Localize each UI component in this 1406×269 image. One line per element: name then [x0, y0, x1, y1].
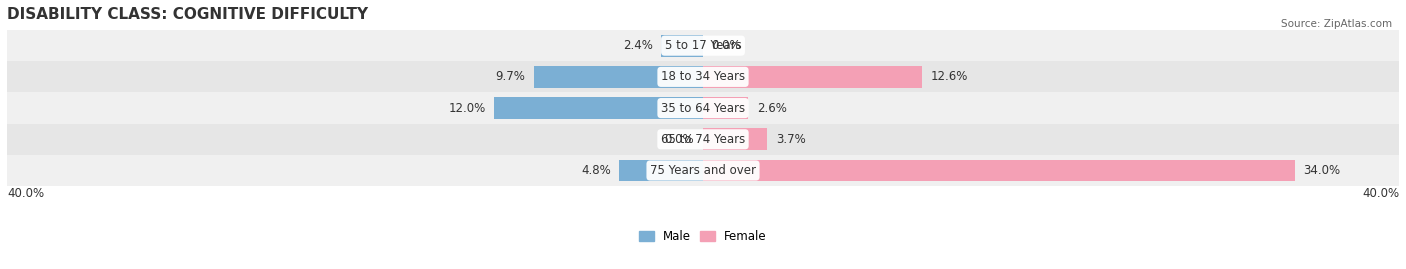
Bar — [7, 124, 1399, 155]
Bar — [7, 61, 1399, 93]
Text: 40.0%: 40.0% — [1362, 187, 1399, 200]
Text: 2.6%: 2.6% — [756, 102, 787, 115]
Legend: Male, Female: Male, Female — [634, 225, 772, 247]
Bar — [7, 30, 1399, 61]
Bar — [7, 93, 1399, 124]
Text: 12.6%: 12.6% — [931, 70, 969, 83]
Text: 9.7%: 9.7% — [496, 70, 526, 83]
Text: 5 to 17 Years: 5 to 17 Years — [665, 39, 741, 52]
Text: 2.4%: 2.4% — [623, 39, 652, 52]
Text: Source: ZipAtlas.com: Source: ZipAtlas.com — [1281, 19, 1392, 29]
Bar — [494, 97, 703, 119]
Text: 4.8%: 4.8% — [581, 164, 610, 177]
Bar — [534, 66, 703, 88]
Text: 3.7%: 3.7% — [776, 133, 806, 146]
Bar — [703, 97, 748, 119]
Text: 40.0%: 40.0% — [7, 187, 44, 200]
Text: 0.0%: 0.0% — [665, 133, 695, 146]
Text: 35 to 64 Years: 35 to 64 Years — [661, 102, 745, 115]
Bar — [7, 155, 1399, 186]
Bar — [703, 66, 922, 88]
Text: 75 Years and over: 75 Years and over — [650, 164, 756, 177]
Bar — [661, 35, 703, 56]
Text: 34.0%: 34.0% — [1303, 164, 1340, 177]
Text: DISABILITY CLASS: COGNITIVE DIFFICULTY: DISABILITY CLASS: COGNITIVE DIFFICULTY — [7, 7, 368, 22]
Text: 0.0%: 0.0% — [711, 39, 741, 52]
Bar — [703, 128, 768, 150]
Text: 65 to 74 Years: 65 to 74 Years — [661, 133, 745, 146]
Text: 12.0%: 12.0% — [449, 102, 485, 115]
Bar — [620, 160, 703, 181]
Text: 18 to 34 Years: 18 to 34 Years — [661, 70, 745, 83]
Bar — [703, 160, 1295, 181]
